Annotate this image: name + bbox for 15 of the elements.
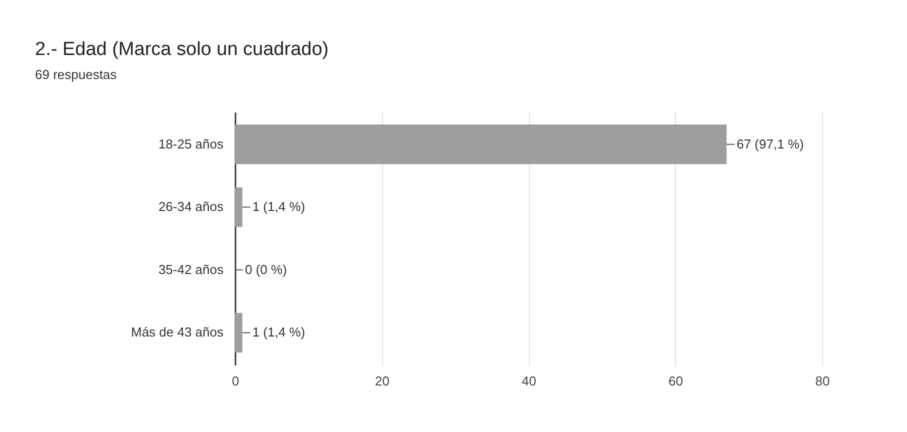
y-tick-label: 26-34 años (158, 199, 224, 214)
x-tick-label: 20 (375, 374, 390, 388)
y-tick-label: Más de 43 años (130, 324, 224, 340)
data-label: 1 (1,4 %) (252, 199, 306, 214)
data-label: 67 (97,1 %) (736, 136, 804, 152)
chart-title: 2.- Edad (Marca solo un cuadrado) (35, 39, 329, 60)
x-tick-label: 60 (668, 374, 683, 388)
x-tick-label: 80 (815, 374, 830, 388)
data-label: 1 (1,4 %) (252, 324, 306, 340)
y-tick-label: 35-42 años (158, 262, 224, 277)
x-tick-label: 0 (232, 374, 240, 388)
x-tick-label: 40 (522, 374, 536, 388)
text: 69 respuestas (35, 67, 118, 82)
data-label: 0 (0 %) (245, 262, 287, 277)
y-tick-label: 18-25 años (158, 136, 224, 152)
